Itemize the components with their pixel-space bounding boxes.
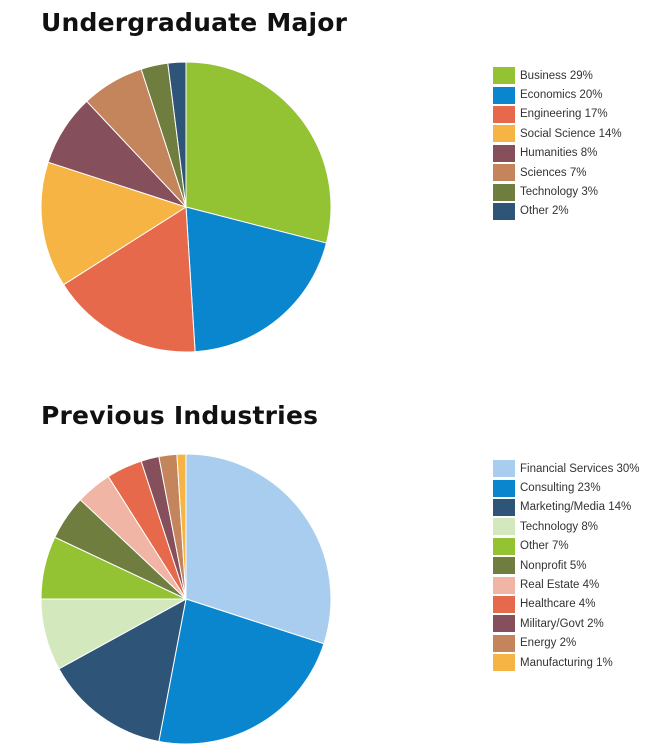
pie-chart	[40, 61, 332, 353]
legend-item-military-govt: Military/Govt 2%	[493, 614, 640, 633]
legend-swatch	[493, 125, 515, 143]
legend-item-energy: Energy 2%	[493, 634, 640, 653]
legend-item-sciences: Sciences 7%	[493, 163, 622, 182]
previous-industries-chart: Previous Industries Financial Services 3…	[0, 375, 660, 755]
legend-label: Energy 2%	[520, 637, 577, 650]
legend-label: Military/Govt 2%	[520, 617, 604, 630]
legend-item-engineering: Engineering 17%	[493, 105, 622, 124]
legend-item-business: Business 29%	[493, 66, 622, 85]
legend-label: Other 2%	[520, 205, 569, 218]
legend-label: Nonprofit 5%	[520, 559, 587, 572]
undergraduate-major-chart: Undergraduate Major Business 29% Economic…	[0, 0, 660, 375]
legend-swatch	[493, 537, 515, 555]
legend-swatch	[493, 479, 515, 497]
legend-swatch	[493, 634, 515, 652]
legend-item-technology: Technology 3%	[493, 182, 622, 201]
legend-item-healthcare: Healthcare 4%	[493, 595, 640, 614]
pie-chart	[40, 453, 332, 745]
legend-label: Social Science 14%	[520, 127, 622, 140]
legend-label: Marketing/Media 14%	[520, 501, 632, 514]
legend-swatch	[493, 86, 515, 104]
pie-slice-social-science	[40, 161, 188, 286]
chart-title: Undergraduate Major	[41, 8, 348, 37]
legend-item-economics: Economics 20%	[493, 85, 622, 104]
legend-swatch	[493, 164, 515, 182]
legend-label: Economics 20%	[520, 89, 603, 102]
legend-label: Healthcare 4%	[520, 598, 596, 611]
legend-swatch	[493, 460, 515, 478]
legend-item-technology: Technology 8%	[493, 517, 640, 536]
legend-label: Business 29%	[520, 69, 593, 82]
legend-label: Humanities 8%	[520, 147, 598, 160]
pie-slice-manufacturing	[176, 453, 187, 600]
chart-legend: Financial Services 30% Consulting 23% Mark…	[493, 459, 640, 672]
legend-item-other: Other 2%	[493, 202, 622, 221]
pie-slice-other	[167, 61, 187, 208]
legend-swatch	[493, 615, 515, 633]
legend-label: Other 7%	[520, 540, 569, 553]
legend-swatch	[493, 67, 515, 85]
legend-swatch	[493, 144, 515, 162]
legend-swatch	[493, 595, 515, 613]
legend-item-manufacturing: Manufacturing 1%	[493, 653, 640, 672]
pie-slice-marketing-media	[58, 598, 187, 743]
legend-item-consulting: Consulting 23%	[493, 478, 640, 497]
legend-label: Manufacturing 1%	[520, 656, 613, 669]
legend-item-real-estate: Real Estate 4%	[493, 575, 640, 594]
legend-label: Engineering 17%	[520, 108, 608, 121]
legend-swatch	[493, 576, 515, 594]
legend-item-humanities: Humanities 8%	[493, 144, 622, 163]
legend-label: Technology 3%	[520, 186, 598, 199]
legend-label: Consulting 23%	[520, 482, 601, 495]
legend-label: Real Estate 4%	[520, 579, 600, 592]
chart-legend: Business 29% Economics 20% Engineering 17%…	[493, 66, 622, 221]
legend-swatch	[493, 557, 515, 575]
pie-slice-business	[185, 61, 332, 244]
legend-swatch	[493, 498, 515, 516]
legend-item-financial-services: Financial Services 30%	[493, 459, 640, 478]
legend-item-other: Other 7%	[493, 537, 640, 556]
legend-label: Technology 8%	[520, 520, 598, 533]
legend-swatch	[493, 518, 515, 536]
legend-swatch	[493, 183, 515, 201]
legend-label: Sciences 7%	[520, 166, 587, 179]
pie-slice-economics	[185, 206, 328, 353]
legend-swatch	[493, 654, 515, 672]
legend-label: Financial Services 30%	[520, 462, 640, 475]
pie-slice-consulting	[158, 598, 325, 745]
chart-title: Previous Industries	[41, 401, 319, 430]
legend-item-marketing-media: Marketing/Media 14%	[493, 498, 640, 517]
pie-slice-engineering	[62, 206, 196, 353]
legend-swatch	[493, 105, 515, 123]
legend-item-social-science: Social Science 14%	[493, 124, 622, 143]
legend-item-nonprofit: Nonprofit 5%	[493, 556, 640, 575]
pie-slice-financial-services	[185, 453, 332, 645]
legend-swatch	[493, 202, 515, 220]
